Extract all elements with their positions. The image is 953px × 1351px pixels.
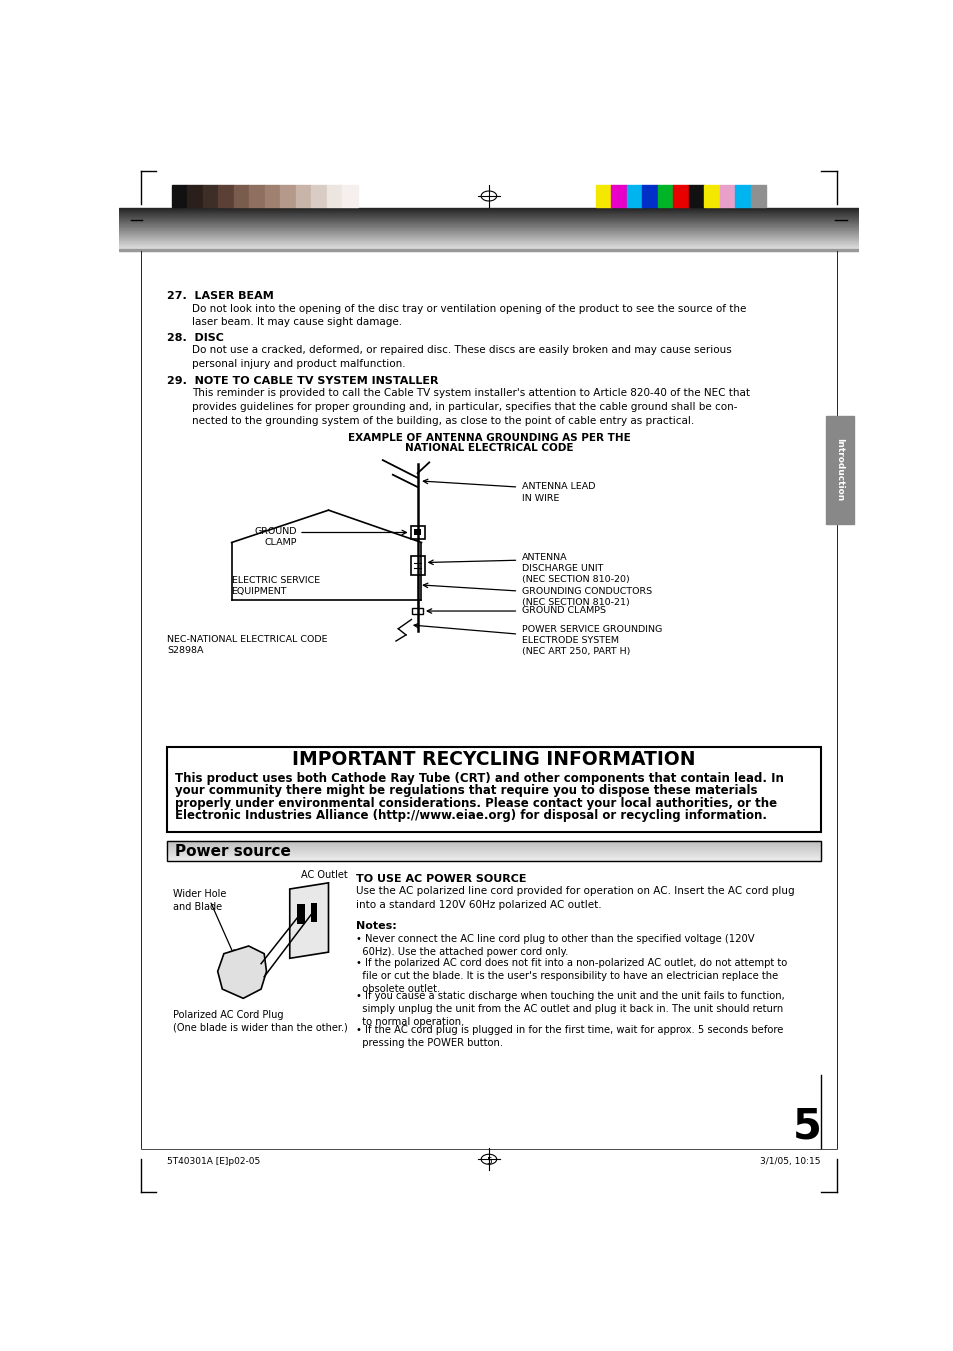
Bar <box>735 185 750 207</box>
Text: AC Outlet: AC Outlet <box>301 870 348 880</box>
Bar <box>414 528 421 535</box>
Bar <box>720 185 735 207</box>
Bar <box>218 185 233 207</box>
Text: NATIONAL ELECTRICAL CODE: NATIONAL ELECTRICAL CODE <box>404 443 573 453</box>
Bar <box>410 526 424 539</box>
Bar <box>750 185 765 207</box>
Text: Polarized AC Cord Plug
(One blade is wider than the other.): Polarized AC Cord Plug (One blade is wid… <box>173 1011 348 1032</box>
Text: 28.  DISC: 28. DISC <box>167 334 224 343</box>
Text: GROUND CLAMPS: GROUND CLAMPS <box>521 605 605 615</box>
Text: Do not use a cracked, deformed, or repaired disc. These discs are easily broken : Do not use a cracked, deformed, or repai… <box>192 346 731 369</box>
Bar <box>412 608 422 615</box>
Text: Power source: Power source <box>174 844 291 859</box>
Text: IMPORTANT RECYCLING INFORMATION: IMPORTANT RECYCLING INFORMATION <box>292 750 695 769</box>
Text: This reminder is provided to call the Cable TV system installer's attention to A: This reminder is provided to call the Ca… <box>192 389 749 426</box>
Text: 29.  NOTE TO CABLE TV SYSTEM INSTALLER: 29. NOTE TO CABLE TV SYSTEM INSTALLER <box>167 376 438 386</box>
Text: your community there might be regulations that require you to dispose these mate: your community there might be regulation… <box>174 785 757 797</box>
Text: This product uses both Cathode Ray Tube (CRT) and other components that contain : This product uses both Cathode Ray Tube … <box>174 771 783 785</box>
Bar <box>703 185 720 207</box>
Text: properly under environmental considerations. Please contact your local authoriti: properly under environmental considerati… <box>174 797 777 809</box>
Bar <box>280 185 295 207</box>
Bar <box>203 185 218 207</box>
Text: NEC-NATIONAL ELECTRICAL CODE
S2898A: NEC-NATIONAL ELECTRICAL CODE S2898A <box>167 635 328 655</box>
Text: ELECTRIC SERVICE
EQUIPMENT: ELECTRIC SERVICE EQUIPMENT <box>232 576 319 596</box>
Bar <box>249 185 265 207</box>
Text: • If the polarized AC cord does not fit into a non-polarized AC outlet, do not a: • If the polarized AC cord does not fit … <box>355 958 786 993</box>
Text: • If the AC cord plug is plugged in for the first time, wait for approx. 5 secon: • If the AC cord plug is plugged in for … <box>355 1025 782 1048</box>
Bar <box>327 185 342 207</box>
Text: Wider Hole
and Blade: Wider Hole and Blade <box>173 889 227 912</box>
Bar <box>673 185 688 207</box>
Bar <box>167 842 820 862</box>
Bar <box>641 185 658 207</box>
Bar <box>265 185 280 207</box>
Text: POWER SERVICE GROUNDING
ELECTRODE SYSTEM
(NEC ART 250, PART H): POWER SERVICE GROUNDING ELECTRODE SYSTEM… <box>521 626 661 657</box>
Bar <box>688 185 703 207</box>
Text: 5: 5 <box>793 1105 821 1147</box>
Text: GROUNDING CONDUCTORS
(NEC SECTION 810-21): GROUNDING CONDUCTORS (NEC SECTION 810-21… <box>521 588 652 607</box>
Bar <box>596 185 611 207</box>
Bar <box>626 185 641 207</box>
Text: Introduction: Introduction <box>835 439 843 501</box>
Text: TO USE AC POWER SOURCE: TO USE AC POWER SOURCE <box>355 874 525 884</box>
Text: ANTENNA LEAD
IN WIRE: ANTENNA LEAD IN WIRE <box>521 482 595 503</box>
Bar <box>311 902 316 923</box>
Bar <box>658 185 673 207</box>
Bar <box>119 162 858 251</box>
Text: Electronic Industries Alliance (http://www.eiae.org) for disposal or recycling i: Electronic Industries Alliance (http://w… <box>174 809 766 821</box>
Text: Use the AC polarized line cord provided for operation on AC. Insert the AC cord : Use the AC polarized line cord provided … <box>355 886 794 909</box>
Text: 5: 5 <box>485 1156 492 1166</box>
Text: GROUND
CLAMP: GROUND CLAMP <box>254 527 297 547</box>
Bar <box>233 185 249 207</box>
Bar <box>172 185 187 207</box>
Bar <box>611 185 626 207</box>
Bar <box>342 185 357 207</box>
Text: Notes:: Notes: <box>355 921 395 931</box>
Bar <box>410 557 424 574</box>
Text: EXAMPLE OF ANTENNA GROUNDING AS PER THE: EXAMPLE OF ANTENNA GROUNDING AS PER THE <box>347 434 630 443</box>
Text: • If you cause a static discharge when touching the unit and the unit fails to f: • If you cause a static discharge when t… <box>355 992 783 1028</box>
Text: ANTENNA
DISCHARGE UNIT
(NEC SECTION 810-20): ANTENNA DISCHARGE UNIT (NEC SECTION 810-… <box>521 553 629 584</box>
Bar <box>295 185 311 207</box>
Bar <box>119 249 858 251</box>
Text: 5T40301A [E]p02-05: 5T40301A [E]p02-05 <box>167 1156 260 1166</box>
Text: Do not look into the opening of the disc tray or ventilation opening of the prod: Do not look into the opening of the disc… <box>192 304 745 327</box>
Bar <box>297 904 305 924</box>
Bar <box>167 747 820 832</box>
Text: 3/1/05, 10:15: 3/1/05, 10:15 <box>760 1156 820 1166</box>
Bar <box>187 185 203 207</box>
Polygon shape <box>217 946 266 998</box>
Text: 27.  LASER BEAM: 27. LASER BEAM <box>167 292 274 301</box>
Bar <box>825 416 853 524</box>
Polygon shape <box>290 882 328 958</box>
Text: • Never connect the AC line cord plug to other than the specified voltage (120V
: • Never connect the AC line cord plug to… <box>355 934 754 957</box>
Bar <box>311 185 327 207</box>
